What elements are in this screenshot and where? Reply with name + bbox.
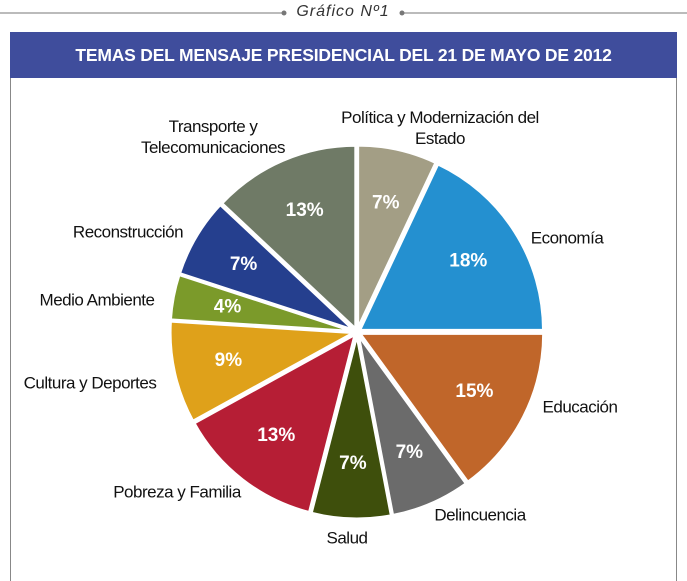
value-label: 13% [286, 200, 324, 221]
value-label: 15% [455, 381, 493, 402]
category-label: Economía [530, 228, 604, 248]
value-label: 9% [215, 350, 243, 371]
value-label: 18% [449, 250, 487, 271]
category-label: Cultura y Deportes [23, 373, 157, 393]
pie-slice [356, 331, 546, 485]
value-label: 13% [257, 425, 295, 446]
value-label: 7% [372, 192, 400, 213]
pie-slice [191, 331, 358, 515]
dot [399, 10, 405, 16]
pie-slice [168, 319, 360, 424]
pie-slice [219, 143, 358, 333]
value-label: 4% [214, 296, 242, 317]
pie-slice [309, 334, 394, 521]
caption: Gráfico Nº1 [296, 3, 390, 20]
category-label: Reconstrucción [72, 222, 184, 242]
category-label: Transporte y Telecomunicaciones [140, 117, 286, 157]
category-label: Medio Ambiente [39, 290, 155, 310]
value-label: 7% [396, 442, 424, 463]
category-label: Educación [542, 397, 618, 417]
value-label: 7% [339, 453, 367, 474]
pie-slice [177, 202, 356, 332]
pie-slice [356, 143, 438, 330]
category-label: Pobreza y Familia [113, 482, 241, 502]
pie-slice [357, 161, 546, 332]
value-label: 7% [230, 254, 258, 275]
chart-title: TEMAS DEL MENSAJE PRESIDENCIAL DEL 21 DE… [10, 32, 677, 78]
category-label: Política y Modernización del Estado [341, 108, 539, 148]
category-label: Delincuencia [434, 505, 526, 525]
dot [281, 10, 287, 16]
category-label: Salud [326, 528, 368, 548]
